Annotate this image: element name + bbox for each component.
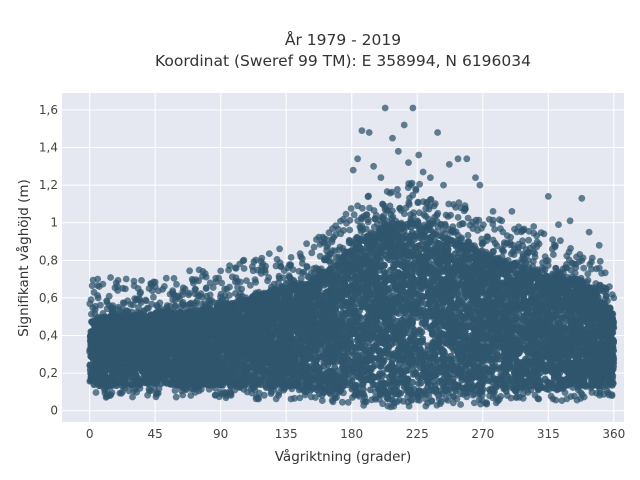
data-point <box>417 374 425 382</box>
data-points <box>86 104 618 411</box>
data-point <box>349 373 356 381</box>
data-point <box>431 349 438 357</box>
data-point <box>458 376 466 384</box>
data-point <box>416 364 424 372</box>
data-point <box>433 356 441 364</box>
